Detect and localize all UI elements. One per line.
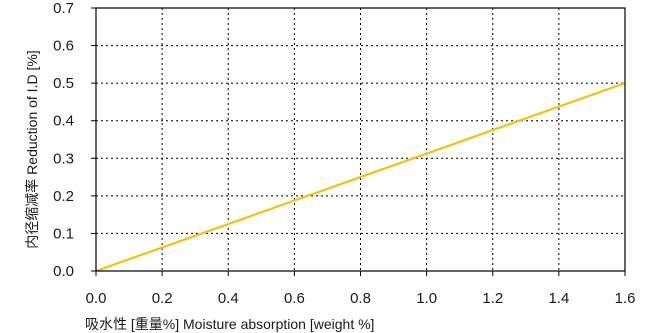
x-tick-label: 0.2 bbox=[152, 290, 173, 307]
y-tick-label: 0.7 bbox=[53, 0, 74, 17]
x-tick-label: 1.2 bbox=[482, 290, 503, 307]
x-tick-label: 1.4 bbox=[548, 290, 569, 307]
y-tick-label: 0.6 bbox=[53, 38, 74, 55]
y-tick-label: 0.3 bbox=[53, 150, 74, 167]
series-line bbox=[95, 82, 626, 273]
y-axis-title: 内径缩减率 Reduction of I.D [%] bbox=[24, 50, 40, 248]
x-tick-label: 0.4 bbox=[218, 290, 239, 307]
y-tick-label: 0.4 bbox=[53, 113, 74, 130]
x-tick-label: 0.8 bbox=[350, 290, 371, 307]
y-tick-label: 0.0 bbox=[53, 263, 74, 280]
x-tick-label: 1.6 bbox=[615, 290, 636, 307]
x-axis: 0.0 0.2 0.4 0.6 0.8 1.0 1.2 1.4 1.6 bbox=[86, 271, 636, 307]
y-tick-label: 0.5 bbox=[53, 75, 74, 92]
x-tick-label: 0.0 bbox=[86, 290, 107, 307]
x-tick-label: 1.0 bbox=[416, 290, 437, 307]
grid bbox=[96, 8, 625, 271]
x-axis-title: 吸水性 [重量%] Moisture absorption [weight %] bbox=[85, 316, 374, 332]
y-axis: 0.0 0.1 0.2 0.3 0.4 0.5 0.6 0.7 bbox=[53, 0, 96, 280]
y-tick-label: 0.1 bbox=[53, 225, 74, 242]
series-layer bbox=[95, 82, 626, 273]
y-tick-label: 0.2 bbox=[53, 188, 74, 205]
x-tick-label: 0.6 bbox=[284, 290, 305, 307]
